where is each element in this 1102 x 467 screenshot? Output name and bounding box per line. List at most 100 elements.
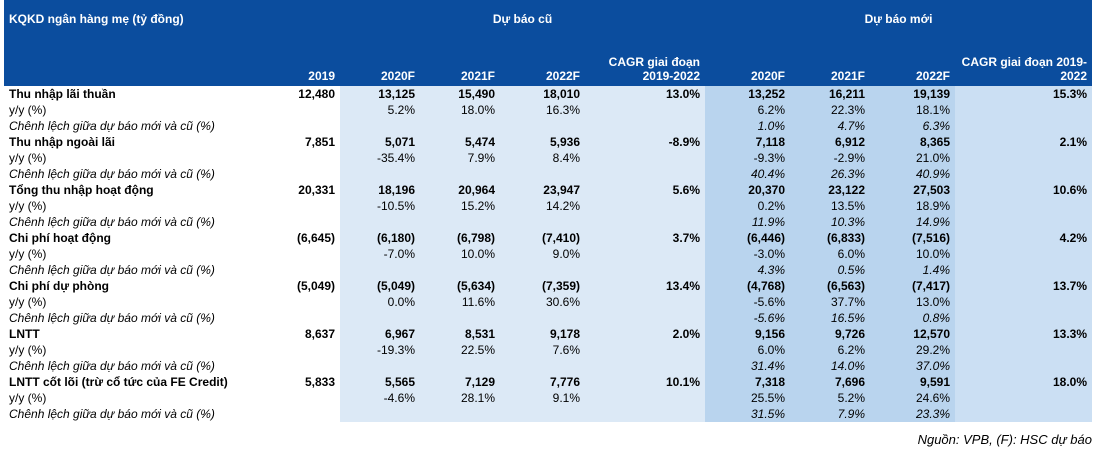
cell — [420, 214, 500, 230]
cell: (5,049) — [296, 279, 335, 293]
table-row: LNTT cốt lõi (trừ cổ tức của FE Credit) 5… — [4, 374, 1093, 390]
cell — [585, 246, 705, 262]
cell: 6.0% — [705, 342, 790, 358]
cell: 6,912 — [790, 134, 870, 150]
row-label: y/y (%) — [9, 103, 47, 117]
cell — [420, 166, 500, 182]
cell: -9.3% — [705, 150, 790, 166]
cell: 1.0% — [705, 118, 790, 134]
cell: 10.0% — [870, 246, 955, 262]
cell: -19.3% — [340, 342, 420, 358]
cell — [955, 118, 1093, 134]
row-label: y/y (%) — [9, 343, 47, 357]
cell: (6,798) — [420, 230, 500, 246]
row-label: y/y (%) — [9, 247, 47, 261]
table-row: y/y (%) -10.5% 15.2% 14.2% 0.2% 13.5% 18.9% — [4, 198, 1093, 214]
cell: 16,211 — [790, 86, 870, 102]
cell: 5.2% — [340, 102, 420, 118]
cell — [245, 166, 340, 182]
cell: 6.3% — [870, 118, 955, 134]
cell: 14.9% — [870, 214, 955, 230]
row-label: Thu nhập lãi thuần — [9, 87, 116, 101]
cell: 9,156 — [705, 326, 790, 342]
cell: (4,768) — [705, 278, 790, 294]
row-label: y/y (%) — [9, 295, 47, 309]
cell: 18.9% — [870, 198, 955, 214]
table-row: y/y (%) 0.0% 11.6% 30.6% -5.6% 37.7% 13.0% — [4, 294, 1093, 310]
table-row: Chi phí dự phòng (5,049) (5,049) (5,634) (7,… — [4, 278, 1093, 294]
cell: (7,359) — [500, 278, 585, 294]
cell: 11.9% — [705, 214, 790, 230]
cell: 6.2% — [790, 342, 870, 358]
cell: 4.2% — [955, 230, 1093, 246]
cell — [245, 246, 340, 262]
cell: 9,178 — [500, 326, 585, 342]
cell — [585, 390, 705, 406]
table-row: y/y (%) 5.2% 18.0% 16.3% 6.2% 22.3% 18.1% — [4, 102, 1093, 118]
cell — [955, 198, 1093, 214]
cell: 13.4% — [585, 278, 705, 294]
cell: 11.6% — [420, 294, 500, 310]
cell: 15.2% — [420, 198, 500, 214]
cell: 13.0% — [585, 86, 705, 102]
cell — [245, 342, 340, 358]
cell — [245, 214, 340, 230]
new-forecast-group: Dự báo mới — [705, 0, 1093, 38]
cell: (6,645) — [296, 231, 335, 245]
cell — [245, 198, 340, 214]
cell — [245, 294, 340, 310]
cell — [585, 342, 705, 358]
cell — [955, 246, 1093, 262]
cell: 18.0% — [955, 374, 1093, 390]
cell — [585, 166, 705, 182]
table-row: Tổng thu nhập hoạt động 20,331 18,196 20,96… — [4, 182, 1093, 198]
cell — [340, 166, 420, 182]
cell: 27,503 — [870, 182, 955, 198]
cell: 12,480 — [298, 87, 335, 101]
cell: 13.5% — [790, 198, 870, 214]
row-label: Chênh lệch giữa dự báo mới và cũ (%) — [9, 407, 215, 421]
cell — [955, 262, 1093, 278]
row-label: Chênh lệch giữa dự báo mới và cũ (%) — [9, 167, 215, 181]
cell: 3.7% — [585, 230, 705, 246]
cell: -35.4% — [340, 150, 420, 166]
cell: 28.1% — [420, 390, 500, 406]
cell: 20,331 — [298, 183, 335, 197]
row-label: Chênh lệch giữa dự báo mới và cũ (%) — [9, 215, 215, 229]
cell — [585, 118, 705, 134]
cell: 7,318 — [705, 374, 790, 390]
cell: 31.5% — [705, 406, 790, 422]
table-row: y/y (%) -35.4% 7.9% 8.4% -9.3% -2.9% 21.0% — [4, 150, 1093, 166]
cell: 5.6% — [585, 182, 705, 198]
cell: (6,563) — [790, 278, 870, 294]
cell: 5,936 — [500, 134, 585, 150]
table-row: y/y (%) -7.0% 10.0% 9.0% -3.0% 6.0% 10.0% — [4, 246, 1093, 262]
cell: 23.3% — [870, 406, 955, 422]
cell — [585, 358, 705, 374]
header-cell — [4, 38, 245, 86]
cell: 22.5% — [420, 342, 500, 358]
cell: 20,370 — [705, 182, 790, 198]
cell: 18,010 — [500, 86, 585, 102]
cell — [500, 262, 585, 278]
cell: 5,565 — [340, 374, 420, 390]
table-row: y/y (%) -19.3% 22.5% 7.6% 6.0% 6.2% 29.2% — [4, 342, 1093, 358]
column-header: CAGR giai đoạn 2019-2022 — [585, 38, 705, 86]
cell: 7,118 — [705, 134, 790, 150]
cell: 10.6% — [955, 182, 1093, 198]
cell — [585, 406, 705, 422]
table-row: y/y (%) -4.6% 28.1% 9.1% 25.5% 5.2% 24.6% — [4, 390, 1093, 406]
column-header: CAGR giai đoạn 2019-2022 — [955, 38, 1093, 86]
cell: (6,180) — [340, 230, 420, 246]
cell: 5,071 — [340, 134, 420, 150]
cell: 13.0% — [870, 294, 955, 310]
cell: -5.6% — [705, 310, 790, 326]
cell: 9,591 — [870, 374, 955, 390]
cell — [340, 118, 420, 134]
cell — [245, 390, 340, 406]
cell — [955, 390, 1093, 406]
cell — [340, 358, 420, 374]
cell: 37.0% — [870, 358, 955, 374]
cell: 31.4% — [705, 358, 790, 374]
cell: 23,947 — [500, 182, 585, 198]
